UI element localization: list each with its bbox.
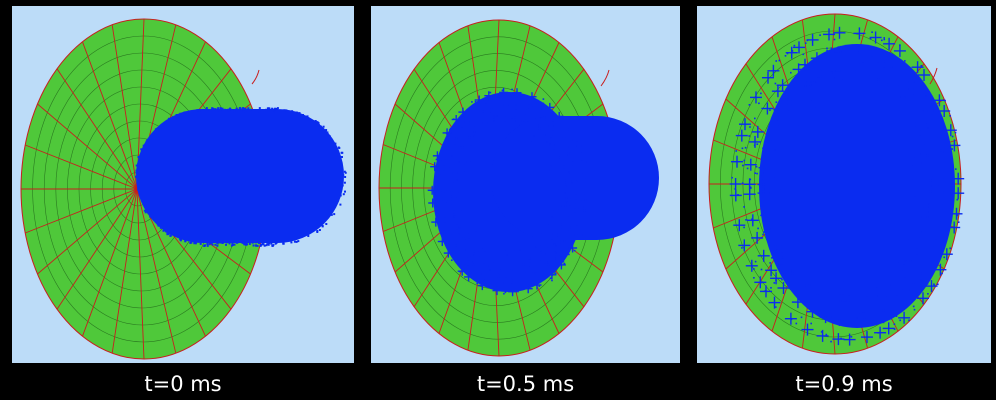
debris-streak [929,67,938,85]
debris-streak [600,69,610,87]
frame-t05-image [378,19,659,357]
caption-t05: t=0.5 ms [476,372,575,396]
frame-t0-image [20,18,347,360]
caption-t09: t=0.9 ms [795,372,893,396]
particle-cloud [729,26,965,346]
particle-cloud [134,107,347,247]
projectile-body [136,109,344,243]
particle-cloud [427,87,659,297]
frame-t09 [697,6,991,363]
debris-streak [251,69,260,85]
frame-t05 [371,6,680,363]
frame-t0 [12,6,354,363]
caption-t0: t=0 ms [144,372,222,396]
frame-t09-image [708,13,965,355]
